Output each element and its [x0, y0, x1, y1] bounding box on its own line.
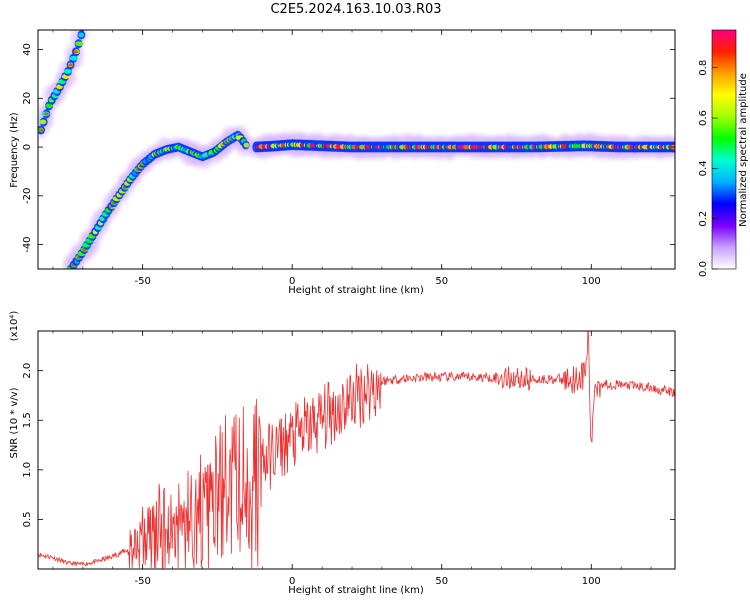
- snr-y-ticks: 0.5 1.0 1.5 2.0: [22, 363, 675, 527]
- spectrogram-frame: [37, 29, 676, 270]
- spectrogram-x-tick-label: 50: [435, 276, 448, 287]
- spectrogram-y-tick-label: 40: [22, 43, 33, 56]
- colorbar-tick-label: 0.6: [698, 110, 709, 126]
- colorbar: 0.0 0.2 0.4 0.6 0.8 Normalized spectral ampl…: [698, 29, 749, 277]
- snr-x-tick-label: 100: [582, 576, 601, 587]
- snr-y-tick-label: 1.0: [22, 462, 33, 478]
- snr-x-tick-label: -50: [134, 576, 150, 587]
- colorbar-frame: [711, 29, 737, 270]
- spectrogram-y-ticks: -40 -20 0 20 40: [22, 43, 675, 253]
- colorbar-ticks: 0.0 0.2 0.4 0.6 0.8: [698, 60, 718, 277]
- colorbar-gradient: [712, 30, 736, 269]
- snr-frame: [37, 330, 676, 570]
- snr-x-axis-title: Height of straight line (km): [288, 585, 424, 596]
- snr-y-axis-title: SNR (10 * v/v): [9, 387, 20, 458]
- snr-series-line: [38, 331, 675, 569]
- spectrogram-y-axis-title: Frequency (Hz): [9, 112, 20, 188]
- snr-y-exponent: (x10⁴): [9, 311, 20, 342]
- colorbar-tick-label: 0.2: [698, 211, 709, 227]
- colorbar-tick-label: 0.8: [698, 60, 709, 76]
- spectrogram-y-tick-label: -40: [22, 236, 33, 252]
- spectrogram-x-ticks: -50 0 50 100: [52, 30, 652, 287]
- colorbar-tick-label: 0.4: [698, 160, 709, 176]
- spectrogram-y-tick-label: -20: [22, 188, 33, 204]
- snr-y-tick-label: 2.0: [22, 363, 33, 379]
- spectrogram-ridge: [38, 30, 89, 139]
- colorbar-tick-label: 0.0: [698, 261, 709, 277]
- spectrogram-ridge: [247, 131, 675, 161]
- spectrogram-ridge: [63, 125, 256, 269]
- spectrogram-x-tick-label: -50: [134, 276, 150, 287]
- snr-y-tick-label: 0.5: [22, 511, 33, 527]
- spectrogram-panel: -50 0 50 100 -40 -20 0 20 40 Height of straight…: [9, 29, 676, 296]
- spectrogram-x-tick-label: 0: [289, 276, 295, 287]
- spectrogram-x-axis-title: Height of straight line (km): [288, 285, 424, 296]
- snr-x-ticks: -50 0 50 100: [52, 331, 652, 587]
- spectrogram-y-tick-label: 0: [22, 144, 33, 150]
- snr-x-tick-label: 0: [289, 576, 295, 587]
- spectrogram-x-tick-label: 100: [582, 276, 601, 287]
- chart-title: C2E5.2024.163.10.03.R03: [270, 2, 442, 17]
- snr-panel: -50 0 50 100 0.5 1.0 1.5 2.0 Height of straigh…: [9, 311, 676, 596]
- snr-x-tick-label: 50: [435, 576, 448, 587]
- colorbar-title: Normalized spectral amplitude: [738, 73, 749, 227]
- spectrogram-y-tick-label: 20: [22, 92, 33, 105]
- spectrogram-heatmap: [38, 30, 675, 269]
- snr-y-tick-label: 1.5: [22, 412, 33, 428]
